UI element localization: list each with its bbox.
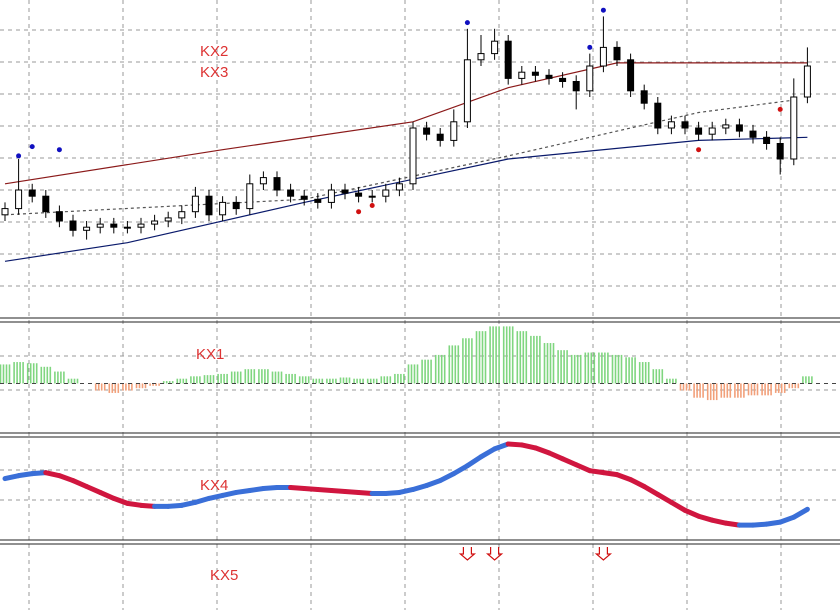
candle-body <box>722 124 730 129</box>
signal-dot <box>464 20 470 26</box>
candle-body <box>69 220 77 231</box>
candle-body <box>681 121 689 129</box>
candle-body <box>246 183 254 210</box>
candle-body <box>314 198 322 203</box>
candle-body <box>137 223 145 228</box>
oscillator-segment <box>437 471 457 484</box>
candle-body <box>654 102 662 129</box>
candle-body <box>368 195 376 198</box>
panel-label: KX5 <box>210 567 238 584</box>
candle-body <box>178 211 186 219</box>
oscillator-segment <box>464 454 484 469</box>
signal-arrow <box>485 547 504 561</box>
candle-body <box>667 121 675 129</box>
candle-body <box>491 40 499 55</box>
candle-body <box>436 133 444 141</box>
candle-body <box>1 208 9 216</box>
candle-body <box>83 226 91 231</box>
candle-body <box>395 183 403 191</box>
candle-body <box>749 130 757 138</box>
candle-body <box>572 81 580 92</box>
candle-body <box>477 53 485 61</box>
candle-body <box>763 136 771 145</box>
signal-dot <box>16 153 22 159</box>
candle-body <box>28 189 36 197</box>
oscillator-segment <box>655 491 674 505</box>
candle-body <box>273 177 281 191</box>
candle-body <box>355 192 363 197</box>
oscillator-segment <box>641 484 661 497</box>
candle-body <box>205 195 213 216</box>
panel-label: KX1 <box>196 346 224 363</box>
candle-body <box>518 71 526 79</box>
candle-body <box>735 124 743 132</box>
candle-body <box>191 195 199 213</box>
candle-body <box>504 40 512 79</box>
candle-body <box>803 65 811 98</box>
oscillator-segment <box>478 446 498 460</box>
candle-body <box>259 177 267 185</box>
signal-dot <box>356 209 362 215</box>
candle-body <box>695 127 703 135</box>
panel-label: KX2 <box>200 43 228 60</box>
candle-body <box>232 201 240 210</box>
candle-body <box>382 189 390 197</box>
candle-body <box>531 71 539 76</box>
oscillator-segment <box>628 477 647 490</box>
candle-body <box>790 96 798 160</box>
candle-body <box>219 201 227 216</box>
candle-body <box>559 77 567 83</box>
oscillator-segment <box>451 463 470 477</box>
candle-body <box>151 220 159 225</box>
oscillator-segment <box>791 506 810 520</box>
candle-body <box>423 127 431 135</box>
panel-label: KX3 <box>200 64 228 81</box>
candle-body <box>708 127 716 135</box>
candle-body <box>627 59 635 92</box>
band-line <box>4 62 808 185</box>
signal-dot <box>777 106 783 112</box>
candle-body <box>450 121 458 141</box>
candle-body <box>123 226 131 229</box>
candle-body <box>776 143 784 160</box>
panel-label: KX4 <box>200 477 228 494</box>
signal-dot <box>587 44 593 50</box>
candle-body <box>409 127 417 185</box>
candle-body <box>640 90 648 104</box>
band-line <box>4 136 808 262</box>
candle-body <box>545 74 553 79</box>
candle-body <box>613 46 621 61</box>
signal-arrow <box>458 547 477 561</box>
candle-body <box>42 195 50 213</box>
signal-dot <box>56 147 62 153</box>
candle-body <box>341 189 349 194</box>
candle-body <box>110 223 118 228</box>
candle-body <box>96 223 104 228</box>
candle-body <box>287 189 295 197</box>
candle-body <box>164 217 172 222</box>
candle-body <box>55 211 63 222</box>
candle-body <box>15 189 23 210</box>
oscillator-segment <box>668 499 688 513</box>
candle-body <box>327 189 335 203</box>
band-line <box>4 99 794 216</box>
signal-dot <box>600 7 606 13</box>
candle-body <box>463 59 471 123</box>
signal-arrow <box>594 547 613 561</box>
candle-body <box>300 195 308 200</box>
candle-body <box>586 65 594 92</box>
signal-dot <box>696 147 702 153</box>
signal-dot <box>369 203 375 208</box>
signal-dot <box>29 144 35 150</box>
candle-body <box>599 46 607 67</box>
